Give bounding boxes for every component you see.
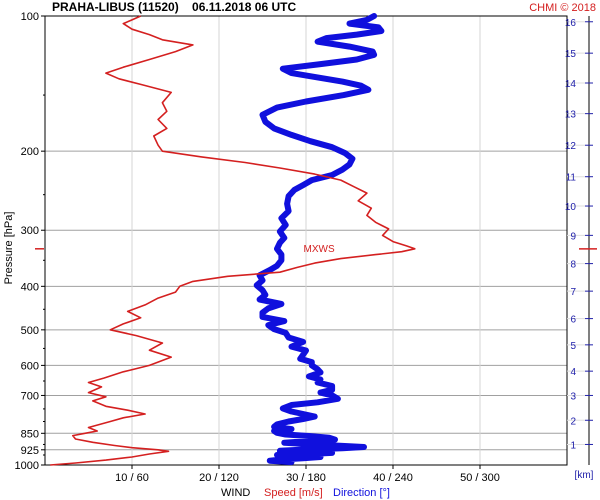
km-tick-label: 9 <box>570 231 576 242</box>
speed-series-line <box>50 15 416 466</box>
chart-title: PRAHA-LIBUS (11520) 06.11.2018 06 UTC <box>52 0 296 14</box>
mxws-annotation: MXWS <box>304 244 335 255</box>
footer-direction-label: Direction [°] <box>333 487 390 499</box>
km-tick-label: 13 <box>565 110 577 121</box>
pressure-tick-label: 100 <box>21 11 39 23</box>
km-tick-label: 14 <box>565 79 577 90</box>
km-tick-label: 2 <box>570 416 576 427</box>
km-tick-label: 15 <box>565 49 577 60</box>
wind-tick-label: 40 / 240 <box>373 472 413 484</box>
pressure-tick-label: 500 <box>21 325 39 337</box>
km-tick-label: 1 <box>570 440 576 451</box>
y-axis-label: Pressure [hPa] <box>3 212 15 285</box>
km-tick-label: 16 <box>565 18 577 29</box>
km-tick-label: 8 <box>570 260 576 271</box>
km-tick-label: 10 <box>565 202 577 213</box>
footer-speed-label: Speed [m/s] <box>264 487 323 499</box>
annotation-layer: MXWS <box>35 244 597 255</box>
km-tick-label: 7 <box>570 287 576 298</box>
footer-wind-label: WIND <box>221 487 250 499</box>
wind-tick-label: 10 / 60 <box>115 472 149 484</box>
pressure-tick-label: 400 <box>21 281 39 293</box>
pressure-tick-label: 600 <box>21 360 39 372</box>
pressure-tick-label: 700 <box>21 390 39 402</box>
wind-ticks: 10 / 60 20 / 120 30 / 180 40 / 240 50 / 300 <box>115 465 500 484</box>
km-tick-label: 6 <box>570 315 576 326</box>
pressure-ticks: 100 200 300 400 500 600 700 850 925 1000 <box>15 11 45 472</box>
pressure-tick-label: 1000 <box>15 460 39 472</box>
km-tick-label: 12 <box>565 141 577 152</box>
pressure-tick-label: 850 <box>21 428 39 440</box>
km-tick-label: 3 <box>570 391 576 402</box>
series-layer <box>50 13 416 466</box>
direction-series-line <box>253 13 385 466</box>
wind-tick-label: 50 / 300 <box>460 472 500 484</box>
credit-label: CHMI © 2018 <box>529 2 596 14</box>
km-tick-label: 11 <box>566 173 577 184</box>
pressure-tick-label: 925 <box>21 445 39 457</box>
grid-layer <box>45 16 567 465</box>
wind-tick-label: 20 / 120 <box>199 472 239 484</box>
km-tick-label: 5 <box>570 341 576 352</box>
km-tick-label: 4 <box>570 367 576 378</box>
pressure-tick-label: 200 <box>21 146 39 158</box>
pressure-tick-label: 300 <box>21 225 39 237</box>
wind-tick-label: 30 / 180 <box>286 472 326 484</box>
km-axis-label: [km] <box>575 470 594 481</box>
